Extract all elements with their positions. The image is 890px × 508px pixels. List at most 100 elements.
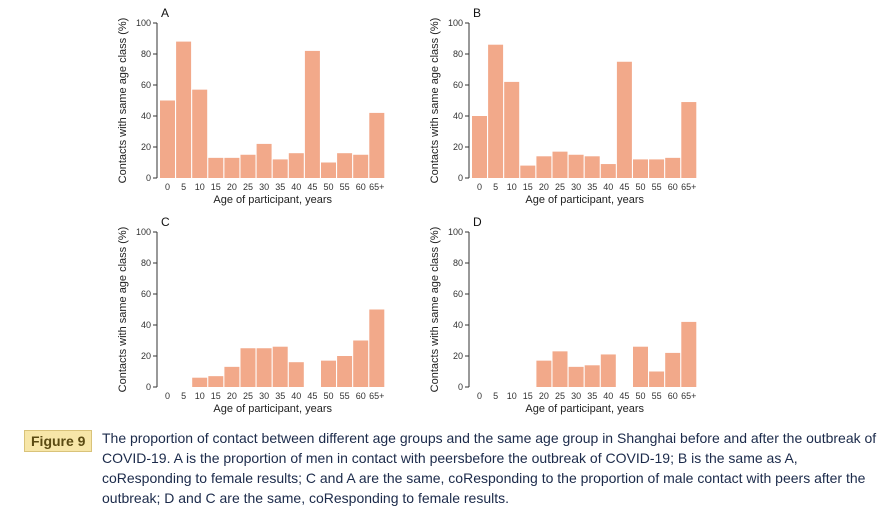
y-tick-label: 40	[453, 320, 463, 330]
x-axis-label: Age of participant, years	[525, 194, 644, 206]
x-tick-label: 15	[523, 182, 533, 192]
figure-label: Figure 9	[24, 430, 93, 452]
x-axis-label: Age of participant, years	[213, 403, 332, 415]
bar-20	[536, 156, 552, 178]
y-tick-label: 20	[141, 351, 151, 361]
x-tick-label: 60	[668, 182, 678, 192]
x-tick-label: 5	[181, 182, 186, 192]
y-axis-label: Contacts with same age class (%)	[429, 18, 441, 184]
x-tick-label: 35	[587, 182, 597, 192]
bar-30	[256, 348, 272, 387]
bar-15	[208, 157, 224, 178]
bar-10	[192, 89, 208, 178]
bar-25	[552, 151, 568, 178]
y-tick-label: 60	[141, 80, 151, 90]
bar-60	[353, 154, 369, 178]
bar-65+	[369, 112, 385, 178]
x-tick-label: 50	[323, 391, 333, 401]
bar-0	[160, 100, 175, 178]
x-tick-label: 10	[507, 391, 517, 401]
caption-text: The proportion of contact between differ…	[102, 430, 877, 506]
bar-30	[256, 143, 272, 178]
x-tick-label: 20	[227, 391, 237, 401]
panel-label: B	[473, 6, 481, 20]
x-tick-label: 25	[555, 391, 565, 401]
y-tick-label: 60	[141, 289, 151, 299]
x-axis-label: Age of participant, years	[213, 194, 332, 206]
x-tick-label: 0	[477, 182, 482, 192]
y-tick-label: 100	[136, 18, 151, 28]
bar-30	[568, 366, 584, 387]
y-tick-label: 100	[448, 227, 463, 237]
x-tick-label: 35	[275, 391, 285, 401]
bar-55	[649, 371, 665, 387]
bar-20	[224, 157, 240, 178]
bar-40	[288, 362, 304, 387]
y-tick-label: 40	[141, 111, 151, 121]
x-tick-label: 40	[603, 182, 613, 192]
bar-65+	[681, 102, 697, 178]
x-tick-label: 10	[195, 391, 205, 401]
x-tick-label: 55	[652, 182, 662, 192]
x-tick-label: 45	[619, 182, 629, 192]
bar-55	[337, 356, 353, 387]
x-tick-label: 50	[635, 391, 645, 401]
y-tick-label: 80	[453, 258, 463, 268]
bar-40	[600, 164, 616, 178]
x-tick-label: 15	[523, 391, 533, 401]
y-axis-label: Contacts with same age class (%)	[117, 18, 129, 184]
bar-35	[272, 159, 288, 178]
x-tick-label: 30	[571, 391, 581, 401]
x-tick-label: 55	[652, 391, 662, 401]
x-tick-label: 35	[275, 182, 285, 192]
x-tick-label: 60	[668, 391, 678, 401]
bar-15	[208, 376, 224, 387]
bar-60	[665, 157, 681, 178]
x-tick-label: 0	[165, 182, 170, 192]
bar-40	[600, 354, 616, 387]
bar-15	[520, 165, 536, 178]
y-tick-label: 100	[136, 227, 151, 237]
panel-label: C	[161, 215, 170, 229]
x-tick-label: 10	[507, 182, 517, 192]
x-tick-label: 30	[571, 182, 581, 192]
y-tick-label: 20	[453, 351, 463, 361]
x-tick-label: 5	[493, 182, 498, 192]
y-tick-label: 0	[458, 173, 463, 183]
bar-25	[552, 351, 568, 387]
bar-45	[304, 50, 320, 178]
x-tick-label: 60	[356, 391, 366, 401]
bar-50	[633, 159, 648, 178]
bar-30	[568, 154, 584, 178]
y-tick-label: 80	[141, 258, 151, 268]
x-tick-label: 45	[307, 391, 317, 401]
bar-65+	[681, 321, 697, 387]
x-tick-label: 65+	[369, 182, 384, 192]
bar-35	[272, 346, 288, 387]
x-tick-label: 60	[356, 182, 366, 192]
x-tick-label: 55	[340, 391, 350, 401]
y-tick-label: 40	[141, 320, 151, 330]
x-tick-label: 55	[340, 182, 350, 192]
bar-0	[472, 116, 487, 178]
panel-label: A	[161, 6, 169, 20]
bar-10	[192, 377, 208, 387]
x-tick-label: 5	[181, 391, 186, 401]
x-tick-label: 25	[243, 391, 253, 401]
bar-45	[616, 61, 632, 178]
x-tick-label: 65+	[369, 391, 384, 401]
bar-25	[240, 348, 256, 387]
x-tick-label: 0	[477, 391, 482, 401]
x-tick-label: 10	[195, 182, 205, 192]
bar-20	[224, 366, 240, 387]
y-tick-label: 80	[141, 49, 151, 59]
y-tick-label: 20	[141, 142, 151, 152]
bar-20	[536, 360, 552, 387]
bar-5	[176, 41, 192, 178]
bar-60	[665, 352, 681, 387]
x-tick-label: 20	[539, 182, 549, 192]
bar-50	[633, 346, 648, 387]
